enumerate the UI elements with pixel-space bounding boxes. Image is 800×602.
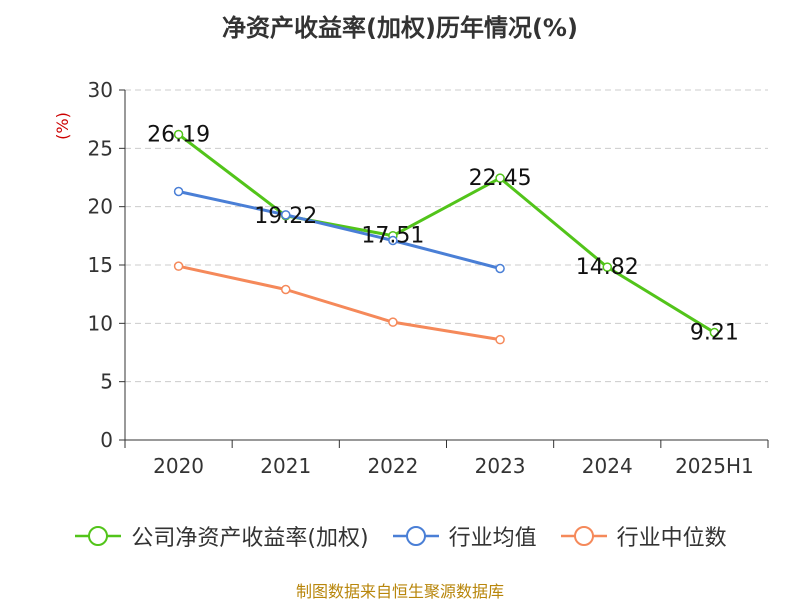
- x-tick-label: 2024: [582, 454, 633, 478]
- data-label: 19.22: [254, 204, 317, 229]
- axes: 0 5 10 15 20 25 30 2020 2021 2022 2023 2024 2025H1: [88, 78, 769, 478]
- series-lines: [173, 129, 720, 345]
- y-tick-label: 15: [88, 253, 113, 277]
- legend-label: 行业中位数: [616, 526, 727, 551]
- grid-lines: [125, 89, 768, 383]
- series-line-1: [178, 190, 501, 270]
- source-note: 制图数据来自恒生聚源数据库: [295, 582, 504, 601]
- x-tick-label: 2025H1: [675, 454, 754, 478]
- data-point: [388, 235, 398, 246]
- legend-label: 公司净资产收益率(加权): [131, 526, 369, 551]
- y-tick-label: 25: [88, 136, 113, 160]
- series-line-0: [177, 133, 716, 334]
- legend-marker-icon: [75, 526, 122, 546]
- data-point: [709, 327, 720, 338]
- data-point: [281, 284, 291, 295]
- data-point: [281, 210, 291, 220]
- legend-marker-icon: [560, 526, 607, 546]
- y-tick-label: 0: [100, 428, 113, 452]
- y-axis-label: (%): [53, 112, 72, 140]
- x-tick-label: 2020: [153, 454, 204, 478]
- data-point: [495, 334, 505, 345]
- x-tick-label: 2023: [475, 454, 526, 478]
- legend-circle: [573, 526, 594, 546]
- legend-circle: [405, 526, 426, 546]
- x-tick-label: 2022: [367, 454, 418, 478]
- data-label: 22.45: [469, 166, 532, 191]
- y-tick-label: 20: [88, 195, 113, 219]
- y-tick-label: 5: [100, 370, 113, 394]
- data-point: [602, 262, 612, 272]
- legend-item-2[interactable]: 行业中位数: [559, 520, 727, 552]
- data-label: 14.82: [576, 255, 639, 280]
- chart-title: 净资产收益率(加权)历年情况(%): [222, 14, 578, 42]
- legend: 公司净资产收益率(加权) 行业均值 行业中位数: [0, 520, 800, 552]
- legend-item-1[interactable]: 行业均值: [391, 520, 537, 552]
- legend-label: 行业均值: [448, 526, 537, 551]
- y-tick-label: 30: [88, 78, 113, 102]
- data-label: 26.19: [147, 122, 210, 147]
- x-tick-label: 2021: [260, 454, 311, 478]
- legend-marker-icon: [392, 526, 439, 546]
- data-label: 17.51: [361, 224, 424, 249]
- data-label: 9.21: [690, 321, 739, 346]
- line-chart: 0 5 10 15 20 25 30 2020 2021 2022 2023 2024 2025H1 2…: [53, 78, 769, 478]
- series-line-2: [178, 264, 501, 342]
- data-labels: 26.19 19.22 17.51 22.45 14.82 9.21: [147, 122, 739, 345]
- data-point: [495, 263, 505, 274]
- legend-circle: [88, 526, 109, 546]
- data-point: [173, 186, 184, 197]
- y-tick-label: 10: [88, 311, 113, 335]
- data-point: [495, 173, 505, 183]
- data-point: [173, 129, 184, 140]
- legend-item-0[interactable]: 公司净资产收益率(加权): [73, 520, 369, 552]
- data-point: [388, 317, 398, 327]
- data-point: [173, 261, 184, 271]
